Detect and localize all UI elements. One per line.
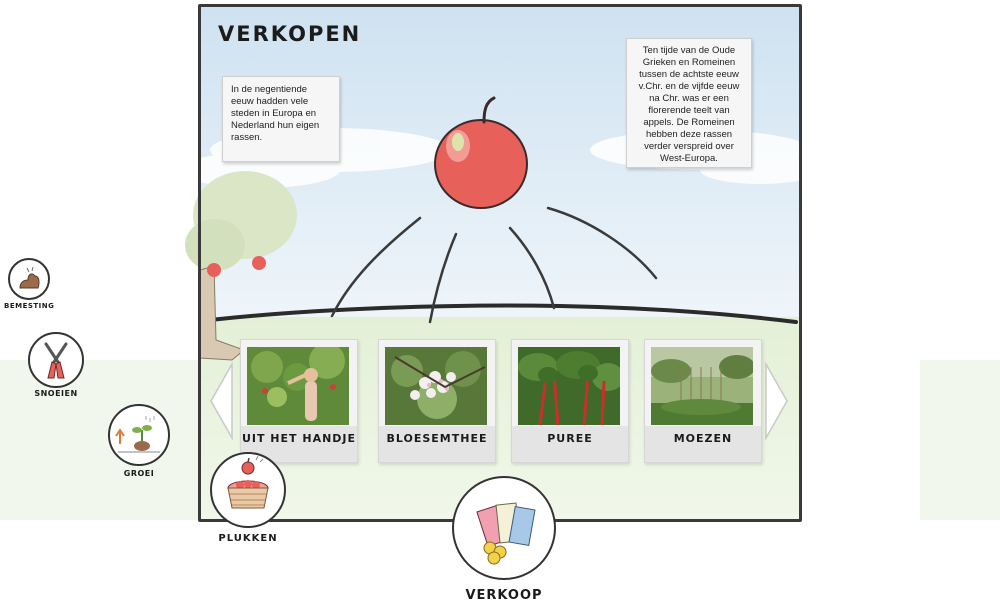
- nav-groei-label: GROEI: [123, 469, 155, 478]
- nav-verkoop-button[interactable]: [452, 476, 556, 580]
- manure-icon: [19, 266, 40, 289]
- nav-bemesting-button[interactable]: [8, 258, 50, 300]
- apple-icon: [434, 96, 528, 209]
- card-label: PUREE: [547, 432, 593, 445]
- card-label: MOEZEN: [673, 432, 733, 445]
- next-arrow-icon[interactable]: [762, 362, 790, 440]
- picking-photo-icon: [247, 347, 349, 425]
- nav-plukken-button[interactable]: [210, 452, 286, 528]
- blossom-photo-icon: [385, 347, 487, 425]
- card-puree[interactable]: PUREE: [511, 339, 629, 463]
- garden-photo-icon: [651, 347, 753, 425]
- nav-bemesting-label: BEMESTING: [4, 302, 55, 310]
- nav-groei-button[interactable]: [108, 404, 170, 466]
- sprout-icon: [115, 416, 160, 453]
- card-uit-het-handje[interactable]: UIT HET HANDJE: [240, 339, 358, 463]
- page-title: VERKOPEN: [218, 22, 362, 46]
- pruning-shears-icon: [44, 342, 68, 379]
- nav-snoeien-label: SNOEIEN: [34, 389, 78, 398]
- chard-photo-icon: [518, 347, 620, 425]
- nav-verkoop-label: VERKOOP: [465, 588, 543, 603]
- card-label: UIT HET HANDJE: [241, 432, 357, 445]
- info-note-right: Ten tijde van de Oude Grieken en Romeine…: [626, 38, 752, 168]
- card-bloesemthee[interactable]: BLOESEMTHEE: [378, 339, 496, 463]
- nav-plukken-label: PLUKKEN: [218, 533, 278, 544]
- card-label: BLOESEMTHEE: [386, 432, 488, 445]
- info-note-left: In de negentiende eeuw hadden vele stede…: [222, 76, 340, 162]
- previous-arrow-icon[interactable]: [208, 362, 236, 440]
- money-icon: [476, 502, 536, 565]
- card-moezen[interactable]: MOEZEN: [644, 339, 762, 463]
- apple-basket-icon: [227, 455, 269, 509]
- nav-snoeien-button[interactable]: [28, 332, 84, 388]
